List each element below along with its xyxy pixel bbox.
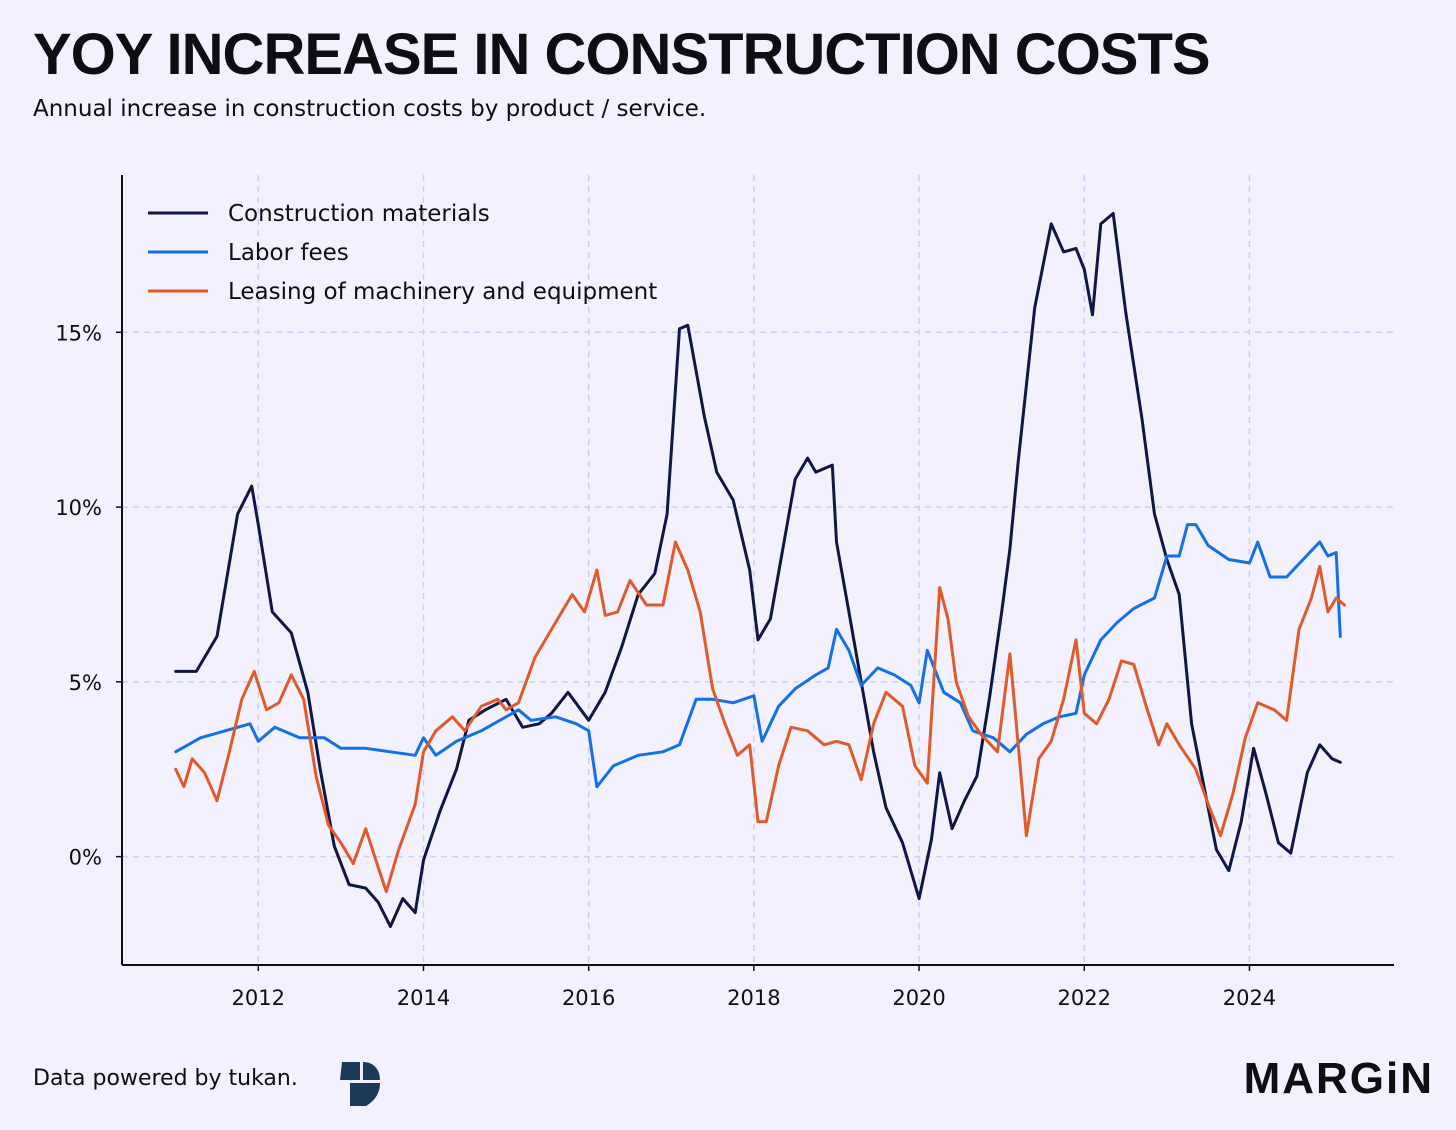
tukan-logo-icon xyxy=(340,1062,380,1106)
series-line-leasing-machinery xyxy=(174,540,1346,894)
chart-series xyxy=(174,212,1346,928)
legend-label: Construction materials xyxy=(228,201,490,227)
y-tick-label: 15% xyxy=(55,321,102,345)
x-tick-label: 2012 xyxy=(232,986,285,1010)
x-tick-label: 2014 xyxy=(397,986,450,1010)
x-tick-label: 2020 xyxy=(892,986,945,1010)
legend-label: Leasing of machinery and equipment xyxy=(228,279,657,305)
line-chart: 2012 2014 2016 2018 2020 2022 2024 0% 5% 10% 15% C… xyxy=(55,175,1394,1010)
y-tick-label: 0% xyxy=(69,846,102,870)
chart-legend: Construction materials Labor fees Leasing … xyxy=(148,201,657,305)
margin-brand-logo: MARGiN xyxy=(1243,1054,1434,1103)
series-line-labor-fees xyxy=(174,523,1342,789)
x-tick-label: 2018 xyxy=(727,986,780,1010)
y-tick-label: 5% xyxy=(69,671,102,695)
chart-grid xyxy=(122,175,1394,965)
chart-axes xyxy=(121,175,1394,966)
legend-label: Labor fees xyxy=(228,240,349,266)
chart-ticks: 2012 2014 2016 2018 2020 2022 2024 0% 5% 10% 15% xyxy=(55,321,1276,1010)
x-tick-label: 2016 xyxy=(562,986,615,1010)
y-tick-label: 10% xyxy=(55,496,102,520)
x-tick-label: 2024 xyxy=(1223,986,1276,1010)
x-tick-label: 2022 xyxy=(1058,986,1111,1010)
data-source-text: Data powered by tukan. xyxy=(33,1066,298,1091)
chart-subtitle: Annual increase in construction costs by… xyxy=(33,96,707,122)
series-line-construction-materials xyxy=(174,212,1342,928)
chart-title: YOY INCREASE IN CONSTRUCTION COSTS xyxy=(33,22,1211,87)
